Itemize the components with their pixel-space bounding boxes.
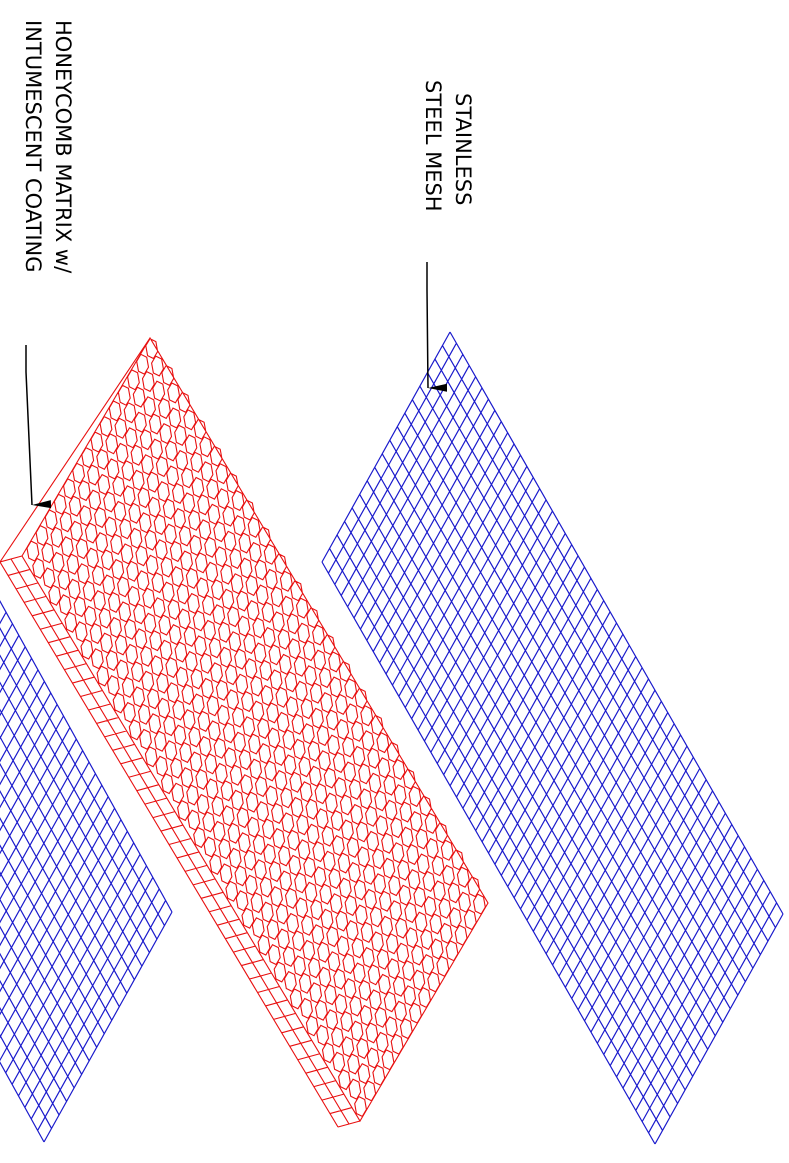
honeycomb: [0, 336, 489, 1128]
honeycomb-cells: [0, 336, 489, 1128]
label-line: STEEL MESH: [421, 80, 445, 212]
label-line: INTUMESCENT COATING: [21, 20, 45, 273]
label-line: STAINLESS: [451, 93, 475, 205]
label-stainless: STAINLESS STEEL MESH: [421, 80, 475, 392]
mesh-grid: [321, 331, 784, 1145]
label-honeycomb: HONEYCOMB MATRIX w/ INTUMESCENT COATING: [21, 20, 75, 509]
leader-arrow: [25, 345, 52, 509]
leader-arrow: [426, 262, 448, 392]
meshes: [0, 331, 784, 1145]
mesh-grid: [0, 600, 173, 1143]
label-line: HONEYCOMB MATRIX w/: [51, 20, 75, 274]
